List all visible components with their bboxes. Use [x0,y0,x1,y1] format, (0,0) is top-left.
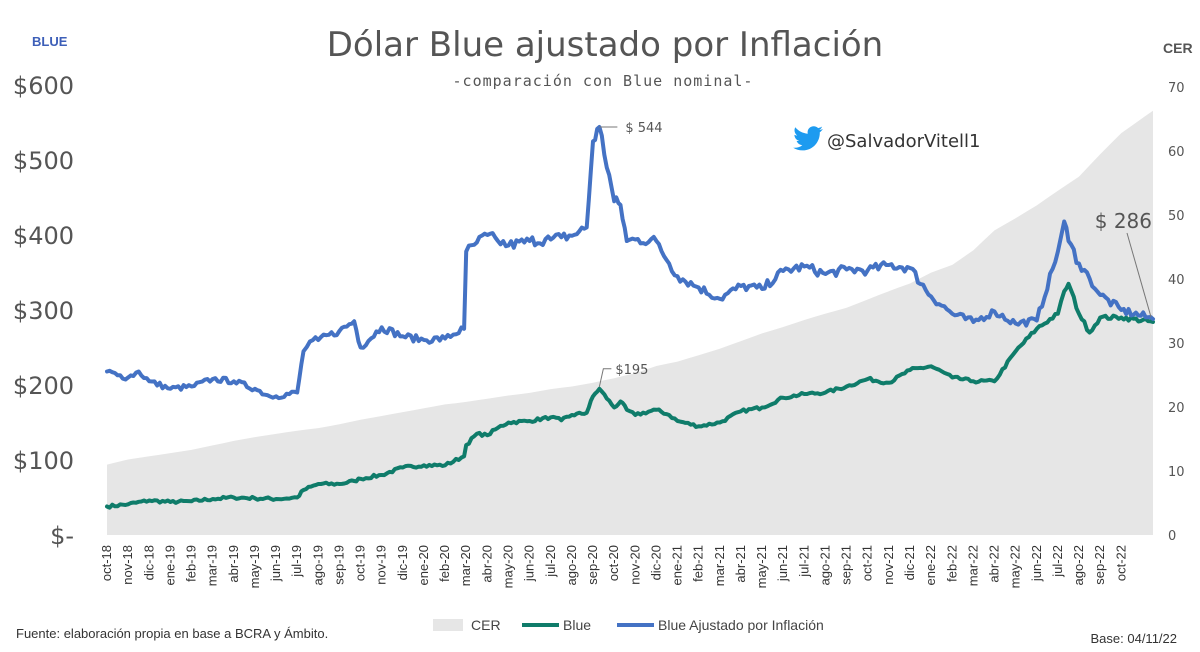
right-tick-label: 10 [1168,465,1185,480]
x-tick-label: mar-22 [965,545,980,586]
chart-title: Dólar Blue ajustado por Inflación [327,25,883,65]
series-blue-ajustado-por-inflaci-n-line [105,125,1155,401]
x-tick-label: nov-19 [374,545,389,585]
right-axis-title: CER [1163,40,1193,56]
x-tick-label: nov-18 [120,545,135,585]
x-tick-label: jun-22 [1029,545,1044,582]
x-tick-label: jul-21 [796,545,811,578]
x-tick-label: oct-19 [353,545,368,581]
legend-item-blue-adjusted: Blue Ajustado por Inflación [617,617,824,633]
x-tick-label: dic-19 [395,545,410,580]
x-tick-label: feb-21 [691,545,706,582]
x-tick-label: jul-22 [1050,545,1065,578]
x-tick-label: feb-19 [184,545,199,582]
left-axis-title: BLUE [32,34,68,49]
left-tick-label: $400 [13,222,74,250]
x-tick-label: nov-20 [627,545,642,585]
plot-area [105,110,1155,535]
x-tick-label: ago-20 [564,545,579,585]
twitter-handle: @SalvadorVitell1 [793,126,980,152]
x-tick-label: jul-20 [543,545,558,578]
x-tick-label: mar-19 [205,545,220,586]
x-tick-label: sep-20 [585,545,600,585]
x-tick-label: abr-21 [733,545,748,583]
x-tick-label: dic-18 [141,545,156,580]
annotation-peak-blue: $195 [615,363,648,378]
x-tick-label: may-21 [754,545,769,588]
right-axis-ticks: 0 10 20 30 40 50 60 70 [1168,81,1185,544]
left-tick-label: $600 [13,72,74,100]
legend-swatch-cer [433,619,463,631]
x-tick-label: ene-22 [923,545,938,585]
x-tick-label: abr-20 [479,545,494,583]
left-tick-label: $500 [13,147,74,175]
right-tick-label: 50 [1168,209,1185,224]
twitter-bird-icon [793,126,823,151]
right-tick-label: 20 [1168,401,1185,416]
annotation-leader-last [1126,232,1152,318]
x-tick-label: ago-22 [1071,545,1086,585]
twitter-handle-text: @SalvadorVitell1 [827,131,980,152]
right-tick-label: 40 [1168,273,1185,288]
legend-label-blue: Blue [563,617,591,633]
base-date: Base: 04/11/22 [1091,631,1178,646]
legend-item-cer: CER [433,617,501,633]
source-note: Fuente: elaboración propia en base a BCR… [16,626,328,641]
right-tick-label: 70 [1168,81,1185,96]
x-tick-label: jul-19 [289,545,304,578]
right-tick-label: 30 [1168,337,1185,352]
annotation-last-adjusted: $ 286 [1095,209,1152,233]
x-tick-label: nov-21 [881,545,896,585]
x-tick-label: jun-20 [522,545,537,582]
x-tick-label: abr-22 [987,545,1002,583]
x-tick-label: ene-21 [670,545,685,585]
left-tick-label: $- [50,522,74,550]
legend-label-blue-adjusted: Blue Ajustado por Inflación [658,617,824,633]
right-tick-label: 0 [1168,529,1176,544]
x-axis-ticks: oct-18 nov-18 dic-18 ene-19 feb-19 mar-19 abr-… [99,545,1128,588]
x-tick-label: abr-19 [226,545,241,583]
annotations: $ 544 $195 $ 286 [598,121,1152,387]
x-tick-label: sep-21 [839,545,854,585]
left-tick-label: $300 [13,297,74,325]
legend: CER Blue Blue Ajustado por Inflación [433,617,824,633]
legend-item-blue: Blue [522,617,591,633]
series-cer-area [107,110,1153,535]
x-tick-label: may-22 [1008,545,1023,588]
x-tick-label: ene-19 [162,545,177,585]
x-tick-label: ago-19 [310,545,325,585]
right-tick-label: 60 [1168,145,1185,160]
x-tick-label: dic-20 [648,545,663,580]
left-tick-label: $200 [13,372,74,400]
x-tick-label: sep-19 [331,545,346,585]
x-tick-label: oct-20 [606,545,621,581]
x-tick-label: mar-20 [458,545,473,586]
x-tick-label: oct-18 [99,545,114,581]
x-tick-label: ago-21 [817,545,832,585]
x-tick-label: oct-22 [1113,545,1128,581]
left-tick-label: $100 [13,447,74,475]
x-tick-label: feb-20 [437,545,452,582]
x-tick-label: jun-21 [775,545,790,582]
x-tick-label: may-20 [500,545,515,588]
left-axis-ticks: $- $100 $200 $300 $400 $500 $600 [13,72,74,550]
x-tick-label: feb-22 [944,545,959,582]
x-tick-label: oct-21 [860,545,875,581]
x-tick-label: jun-19 [268,545,283,582]
chart-subtitle: -comparación con Blue nominal- [453,72,754,90]
legend-label-cer: CER [471,617,501,633]
x-tick-label: may-19 [247,545,262,588]
annotation-leader-peak-blue [598,368,612,387]
x-tick-label: ene-20 [416,545,431,585]
annotation-peak-adjusted: $ 544 [625,121,662,136]
x-tick-label: sep-22 [1092,545,1107,585]
x-tick-label: mar-21 [712,545,727,586]
series-blue-line [105,281,1155,510]
x-tick-label: dic-21 [902,545,917,580]
